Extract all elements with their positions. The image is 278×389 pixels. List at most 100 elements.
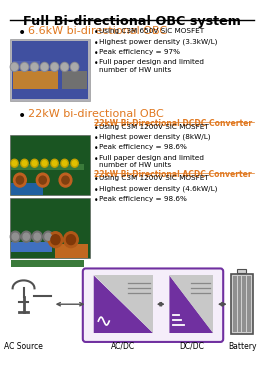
- Circle shape: [12, 161, 17, 166]
- Text: 22kW bi-directional OBC: 22kW bi-directional OBC: [28, 109, 164, 119]
- Circle shape: [41, 159, 48, 167]
- FancyBboxPatch shape: [10, 39, 90, 101]
- Text: AC Source: AC Source: [4, 342, 43, 351]
- Circle shape: [64, 232, 78, 248]
- Text: Highest power density (8kW/L): Highest power density (8kW/L): [99, 134, 211, 140]
- Circle shape: [10, 231, 20, 242]
- FancyBboxPatch shape: [83, 268, 223, 342]
- Text: Using C3M 650V SiC MOSFET: Using C3M 650V SiC MOSFET: [99, 28, 204, 34]
- Text: •: •: [94, 175, 98, 184]
- Circle shape: [36, 173, 49, 187]
- FancyBboxPatch shape: [242, 277, 246, 332]
- Text: Peak efficiency = 98.6%: Peak efficiency = 98.6%: [99, 144, 187, 151]
- Circle shape: [61, 63, 68, 70]
- Text: •: •: [94, 186, 98, 194]
- Circle shape: [59, 173, 72, 187]
- Circle shape: [20, 63, 29, 72]
- FancyBboxPatch shape: [238, 277, 241, 332]
- Text: DC/DC: DC/DC: [179, 342, 204, 351]
- Text: Peak efficiency = 98.6%: Peak efficiency = 98.6%: [99, 196, 187, 202]
- Circle shape: [34, 233, 40, 240]
- Circle shape: [32, 161, 37, 166]
- Text: •: •: [94, 124, 98, 133]
- Circle shape: [11, 63, 18, 70]
- Circle shape: [66, 235, 76, 245]
- Circle shape: [30, 63, 39, 72]
- Circle shape: [21, 159, 28, 167]
- Text: •: •: [94, 144, 98, 153]
- Text: •: •: [94, 28, 98, 37]
- Circle shape: [51, 159, 58, 167]
- Circle shape: [62, 161, 67, 166]
- Circle shape: [10, 63, 19, 72]
- Text: Peak efficiency = 97%: Peak efficiency = 97%: [99, 49, 180, 55]
- Text: Battery: Battery: [228, 342, 257, 351]
- Text: •: •: [94, 196, 98, 205]
- Circle shape: [50, 63, 59, 72]
- Text: Full paper design and limited
number of HW units: Full paper design and limited number of …: [99, 60, 204, 73]
- Text: •: •: [94, 60, 98, 68]
- Text: Highest power density (3.3kW/L): Highest power density (3.3kW/L): [99, 39, 218, 45]
- FancyBboxPatch shape: [13, 71, 58, 89]
- Circle shape: [71, 159, 78, 167]
- Text: 22kW Bi-Directional DCDC Converter: 22kW Bi-Directional DCDC Converter: [94, 119, 252, 128]
- Text: Using C3M 1200V SiC MOSFET: Using C3M 1200V SiC MOSFET: [99, 124, 209, 130]
- Circle shape: [11, 159, 18, 167]
- Circle shape: [21, 231, 31, 242]
- Circle shape: [40, 63, 49, 72]
- Circle shape: [43, 231, 53, 242]
- Text: Full Bi-directional OBC system: Full Bi-directional OBC system: [23, 15, 241, 28]
- FancyBboxPatch shape: [10, 135, 90, 195]
- Circle shape: [61, 63, 69, 72]
- Circle shape: [45, 233, 51, 240]
- Circle shape: [71, 63, 78, 70]
- Circle shape: [14, 173, 26, 187]
- Circle shape: [42, 161, 47, 166]
- Circle shape: [12, 233, 19, 240]
- Text: •: •: [18, 109, 26, 123]
- Text: 22kW Bi-Directional ACDC Converter: 22kW Bi-Directional ACDC Converter: [94, 170, 251, 179]
- Circle shape: [32, 231, 42, 242]
- FancyBboxPatch shape: [13, 61, 40, 69]
- FancyBboxPatch shape: [237, 270, 246, 273]
- Text: •: •: [94, 155, 98, 164]
- Circle shape: [62, 176, 69, 184]
- Circle shape: [48, 232, 63, 248]
- Circle shape: [72, 161, 77, 166]
- FancyBboxPatch shape: [11, 242, 52, 252]
- Text: AC/DC: AC/DC: [111, 342, 135, 351]
- Polygon shape: [94, 275, 153, 333]
- FancyBboxPatch shape: [11, 164, 84, 170]
- Circle shape: [16, 176, 24, 184]
- FancyBboxPatch shape: [231, 274, 253, 334]
- Text: Using C3M 1200V SiC MOSFET: Using C3M 1200V SiC MOSFET: [99, 175, 209, 181]
- Text: •: •: [94, 39, 98, 47]
- Circle shape: [31, 159, 38, 167]
- Text: Full paper design and limited
number of HW units: Full paper design and limited number of …: [99, 155, 204, 168]
- Text: 6.6kW bi-directional OBC: 6.6kW bi-directional OBC: [28, 26, 167, 36]
- Circle shape: [39, 176, 46, 184]
- Circle shape: [71, 63, 79, 72]
- Circle shape: [23, 233, 29, 240]
- FancyBboxPatch shape: [12, 41, 88, 99]
- Text: •: •: [94, 49, 98, 58]
- Text: •: •: [94, 134, 98, 143]
- Circle shape: [52, 161, 57, 166]
- FancyBboxPatch shape: [62, 71, 87, 89]
- Circle shape: [21, 63, 28, 70]
- Polygon shape: [169, 275, 213, 333]
- FancyBboxPatch shape: [56, 244, 88, 258]
- FancyBboxPatch shape: [247, 277, 250, 332]
- FancyBboxPatch shape: [11, 259, 84, 268]
- Circle shape: [31, 63, 38, 70]
- Polygon shape: [169, 275, 213, 333]
- Circle shape: [41, 63, 48, 70]
- Circle shape: [61, 159, 68, 167]
- Text: •: •: [18, 26, 26, 40]
- Polygon shape: [94, 275, 153, 333]
- Text: Highest power density (4.6kW/L): Highest power density (4.6kW/L): [99, 186, 218, 192]
- FancyBboxPatch shape: [10, 198, 90, 258]
- FancyBboxPatch shape: [233, 277, 237, 332]
- Circle shape: [51, 235, 60, 245]
- FancyBboxPatch shape: [11, 183, 43, 195]
